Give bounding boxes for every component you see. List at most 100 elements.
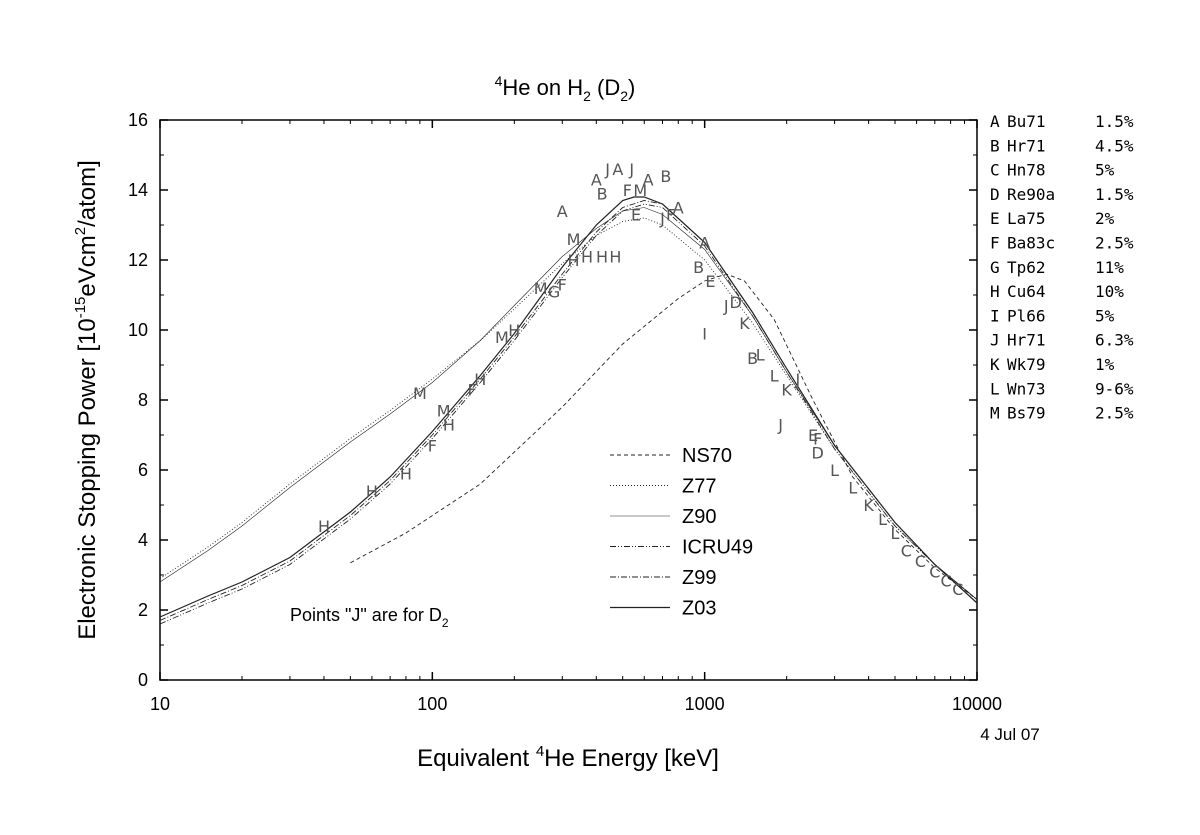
y-axis-label: Electronic Stopping Power [10-15eVcm2/at… xyxy=(72,160,101,640)
legend-label: Z77 xyxy=(682,476,716,498)
data-point: H xyxy=(609,248,621,267)
data-point: B xyxy=(660,167,671,186)
y-tick-label: 10 xyxy=(128,320,148,340)
data-point: H xyxy=(366,482,378,501)
data-point: H xyxy=(443,416,455,435)
y-tick-label: 2 xyxy=(138,600,148,620)
data-point: G xyxy=(548,283,560,302)
legend-label: NS70 xyxy=(682,445,732,467)
data-point: A xyxy=(673,199,684,218)
data-point: H xyxy=(581,248,593,267)
data-point: C xyxy=(929,563,940,582)
data-point: K xyxy=(739,314,750,333)
x-axis-label: Equivalent 4He Energy [keV] xyxy=(417,743,719,772)
reference-entry: J Hr71 6.3% xyxy=(990,331,1134,350)
data-point: J xyxy=(795,370,801,389)
y-tick-label: 0 xyxy=(138,670,148,690)
data-point: J xyxy=(604,160,610,179)
reference-entry: K Wk79 1% xyxy=(990,355,1115,374)
data-point: H xyxy=(474,370,486,389)
data-point: K xyxy=(863,496,874,515)
reference-entry: D Re90a 1.5% xyxy=(990,185,1134,204)
data-point: M xyxy=(567,230,581,249)
data-point: F xyxy=(558,276,567,295)
deuterium-note: Points "J" are for D2 xyxy=(290,605,449,630)
reference-list: A Bu71 1.5% B Hr71 4.5% C Hn78 5% D Re90a 1.5% E La75… xyxy=(990,112,1134,423)
chart-title: 4He on H2 (D2) xyxy=(495,73,636,104)
series-line-z77 xyxy=(159,217,978,600)
series-line-icru49 xyxy=(159,203,978,625)
data-point: E xyxy=(705,272,715,291)
data-point: J xyxy=(659,209,665,228)
data-point: H xyxy=(596,248,608,267)
legend: NS70 Z77 Z90 ICRU49 Z99 Z03 xyxy=(610,445,753,620)
series-line-ns70 xyxy=(350,273,978,600)
reference-entry: F Ba83c 2.5% xyxy=(990,234,1134,253)
data-point: F xyxy=(813,430,822,449)
date-stamp: 4 Jul 07 xyxy=(980,725,1040,744)
data-point: B xyxy=(597,185,608,204)
series-line-z03 xyxy=(159,196,978,618)
data-point: K xyxy=(781,381,792,400)
data-point: L xyxy=(878,510,887,529)
y-tick-label: 14 xyxy=(128,180,148,200)
data-point: B xyxy=(693,258,704,277)
data-point: F xyxy=(468,381,477,400)
data-point: L xyxy=(848,479,857,498)
reference-entry: C Hn78 5% xyxy=(990,161,1115,180)
data-point: H xyxy=(508,321,520,340)
data-point: M xyxy=(534,279,548,298)
y-tick-label: 6 xyxy=(138,460,148,480)
y-tick-label: 12 xyxy=(128,250,148,270)
x-tick-label: 1000 xyxy=(685,694,725,714)
data-point: D xyxy=(812,444,824,463)
reference-entry: L Wn73 9-6% xyxy=(990,379,1134,398)
series-layer xyxy=(159,196,978,625)
data-point: E xyxy=(631,206,641,225)
reference-entry: A Bu71 1.5% xyxy=(990,112,1134,131)
data-point: L xyxy=(891,524,900,543)
axis-ticks: 0 2 4 6 8 10 12 14 16 10 100 1000 10000 xyxy=(128,110,1002,714)
data-point: J xyxy=(777,416,783,435)
reference-entry: H Cu64 10% xyxy=(990,282,1124,301)
data-point: C xyxy=(915,552,926,571)
x-tick-label: 10000 xyxy=(952,694,1002,714)
x-tick-label: 10 xyxy=(150,694,170,714)
data-point: M xyxy=(495,328,509,347)
legend-label: ICRU49 xyxy=(682,537,753,559)
data-point: A xyxy=(557,202,568,221)
data-point: F xyxy=(666,206,675,225)
y-tick-label: 8 xyxy=(138,390,148,410)
data-point: A xyxy=(591,171,602,190)
data-point: M xyxy=(437,402,451,421)
reference-entry: M Bs79 2.5% xyxy=(990,404,1134,423)
data-point: C xyxy=(901,542,912,561)
data-point: A xyxy=(643,171,654,190)
data-point: A xyxy=(612,160,623,179)
data-point: H xyxy=(568,251,580,270)
legend-label: Z90 xyxy=(682,506,716,528)
legend-label: Z03 xyxy=(682,598,716,620)
reference-entry: E La75 2% xyxy=(990,209,1115,228)
legend-label: Z99 xyxy=(682,567,716,589)
data-point: M xyxy=(413,384,427,403)
data-point: D xyxy=(730,293,742,312)
data-point: C xyxy=(941,571,952,590)
data-point: C xyxy=(952,580,963,599)
data-point: I xyxy=(702,325,707,344)
x-tick-label: 100 xyxy=(417,694,447,714)
reference-entry: G Tp62 11% xyxy=(990,258,1124,277)
reference-entry: I Pl66 5% xyxy=(990,306,1115,325)
data-point: F xyxy=(428,437,437,456)
data-point: L xyxy=(830,461,839,480)
data-point: L xyxy=(770,367,779,386)
data-point: J xyxy=(628,160,634,179)
data-point: F xyxy=(623,181,632,200)
series-line-z90 xyxy=(159,207,978,600)
data-point: B xyxy=(747,349,758,368)
data-point: H xyxy=(318,517,330,536)
reference-entry: B Hr71 4.5% xyxy=(990,136,1134,155)
y-tick-label: 16 xyxy=(128,110,148,130)
